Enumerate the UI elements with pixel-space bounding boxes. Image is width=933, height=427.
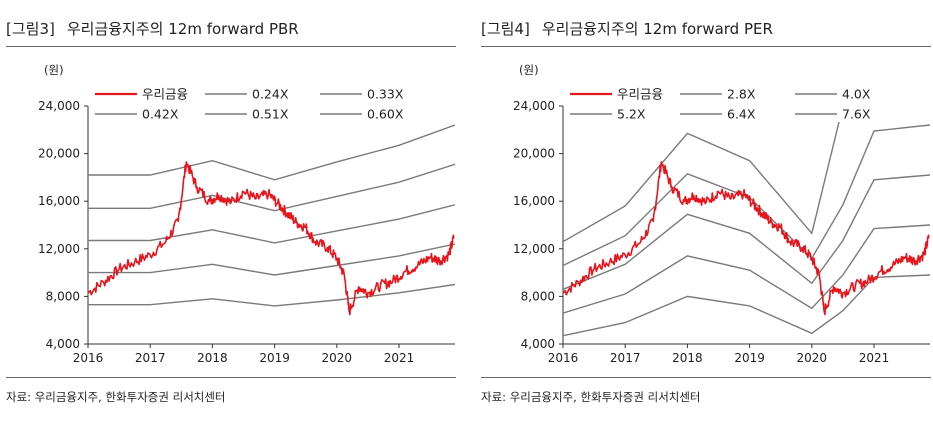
legend-label: 0.24X xyxy=(252,87,289,102)
legend-label: 0.60X xyxy=(367,107,404,122)
legend-bg xyxy=(318,106,420,122)
legend-label: 7.6X xyxy=(842,107,871,122)
source-divider xyxy=(6,377,456,378)
plot-area xyxy=(88,124,455,316)
x-tick-label: 2019 xyxy=(259,351,290,365)
legend: 우리금융 0.24X 0.33X 0.42X 0.51X 0.60X xyxy=(93,86,420,122)
band-line-5.2X xyxy=(563,174,930,290)
x-tick-label: 2016 xyxy=(73,351,104,365)
y-unit-label: (원) xyxy=(519,63,539,77)
band-line-2.8X xyxy=(563,274,930,337)
source-note: 자료: 우리금융지주, 한화투자증권 리서치센터 xyxy=(6,390,226,404)
legend-bg xyxy=(318,86,420,102)
per-figure-panel: [그림4] 우리금융지주의 12m forward PER (원) 4,000 8,0… xyxy=(475,0,933,427)
figure-title: [그림3] 우리금융지주의 12m forward PBR xyxy=(6,18,299,39)
band-line-0.33X xyxy=(88,243,455,276)
figure-title-text: 우리금융지주의 12m forward PER xyxy=(541,20,773,38)
y-unit-label: (원) xyxy=(44,63,64,77)
x-tick-label: 2020 xyxy=(322,351,353,365)
legend-label: 5.2X xyxy=(617,107,646,122)
source-divider xyxy=(481,377,931,378)
x-tick-label: 2018 xyxy=(672,351,703,365)
legend-bg xyxy=(93,86,195,102)
band-line-0.51X xyxy=(88,163,455,212)
band-line-0.42X xyxy=(88,204,455,244)
pbr-band-chart: (원) 4,000 8,000 12,000 16,000 20,000 24,000 201… xyxy=(38,63,455,365)
y-tick-label: 24,000 xyxy=(513,99,555,113)
legend-label: 6.4X xyxy=(727,107,756,122)
legend-bg xyxy=(203,106,305,122)
band-line-4.0X xyxy=(563,224,930,314)
legend-bg xyxy=(568,106,670,122)
y-tick-label: 12,000 xyxy=(38,242,80,256)
figure-number: [그림3] xyxy=(6,20,55,38)
plot-area xyxy=(563,106,930,337)
pbr-figure-panel: [그림3] 우리금융지주의 12m forward PBR (원) 4,000 8,0… xyxy=(0,0,460,427)
x-tick-label: 2017 xyxy=(135,351,166,365)
source-note: 자료: 우리금융지주, 한화투자증권 리서치센터 xyxy=(481,390,701,404)
x-tick-label: 2018 xyxy=(197,351,228,365)
legend-label: 우리금융 xyxy=(142,87,188,102)
legend-bg xyxy=(203,86,305,102)
band-line-7.6X xyxy=(563,106,844,243)
x-tick-label: 2020 xyxy=(797,351,828,365)
legend-bg xyxy=(793,106,895,122)
main-price-line xyxy=(88,161,455,316)
x-tick-label: 2019 xyxy=(734,351,765,365)
figure-number: [그림4] xyxy=(481,20,530,38)
x-tick-label: 2021 xyxy=(384,351,415,365)
y-tick-label: 16,000 xyxy=(38,194,80,208)
legend-label: 0.51X xyxy=(252,107,289,122)
y-tick-label: 16,000 xyxy=(513,194,555,208)
main-price-line xyxy=(563,161,930,316)
legend: 우리금융 2.8X 4.0X 5.2X 6.4X 7.6X xyxy=(568,86,895,122)
figure-title-text: 우리금융지주의 12m forward PBR xyxy=(66,20,299,38)
y-tick-label: 24,000 xyxy=(38,99,80,113)
title-divider xyxy=(481,46,931,47)
y-tick-label: 20,000 xyxy=(513,147,555,161)
y-tick-label: 12,000 xyxy=(513,242,555,256)
per-band-chart: (원) 4,000 8,000 12,000 16,000 20,000 24,000 201… xyxy=(513,63,930,365)
y-tick-label: 8,000 xyxy=(46,289,80,303)
legend-bg xyxy=(793,86,895,102)
x-tick-label: 2016 xyxy=(548,351,579,365)
band-line-0.60X xyxy=(88,124,455,181)
legend-bg xyxy=(678,106,780,122)
legend-label: 2.8X xyxy=(727,87,756,102)
x-tick-label: 2021 xyxy=(859,351,890,365)
x-tick-label: 2017 xyxy=(610,351,641,365)
title-divider xyxy=(6,46,456,47)
legend-bg xyxy=(93,106,195,122)
y-tick-label: 4,000 xyxy=(46,337,80,351)
band-line-0.24X xyxy=(88,283,455,307)
legend-label: 4.0X xyxy=(842,87,871,102)
figure-title: [그림4] 우리금융지주의 12m forward PER xyxy=(481,18,773,39)
y-tick-label: 8,000 xyxy=(521,289,555,303)
legend-label: 0.42X xyxy=(142,107,179,122)
legend-bg xyxy=(568,86,670,102)
legend-label: 우리금융 xyxy=(617,87,663,102)
y-tick-label: 20,000 xyxy=(38,147,80,161)
legend-label: 0.33X xyxy=(367,87,404,102)
y-tick-label: 4,000 xyxy=(521,337,555,351)
legend-bg xyxy=(678,86,780,102)
